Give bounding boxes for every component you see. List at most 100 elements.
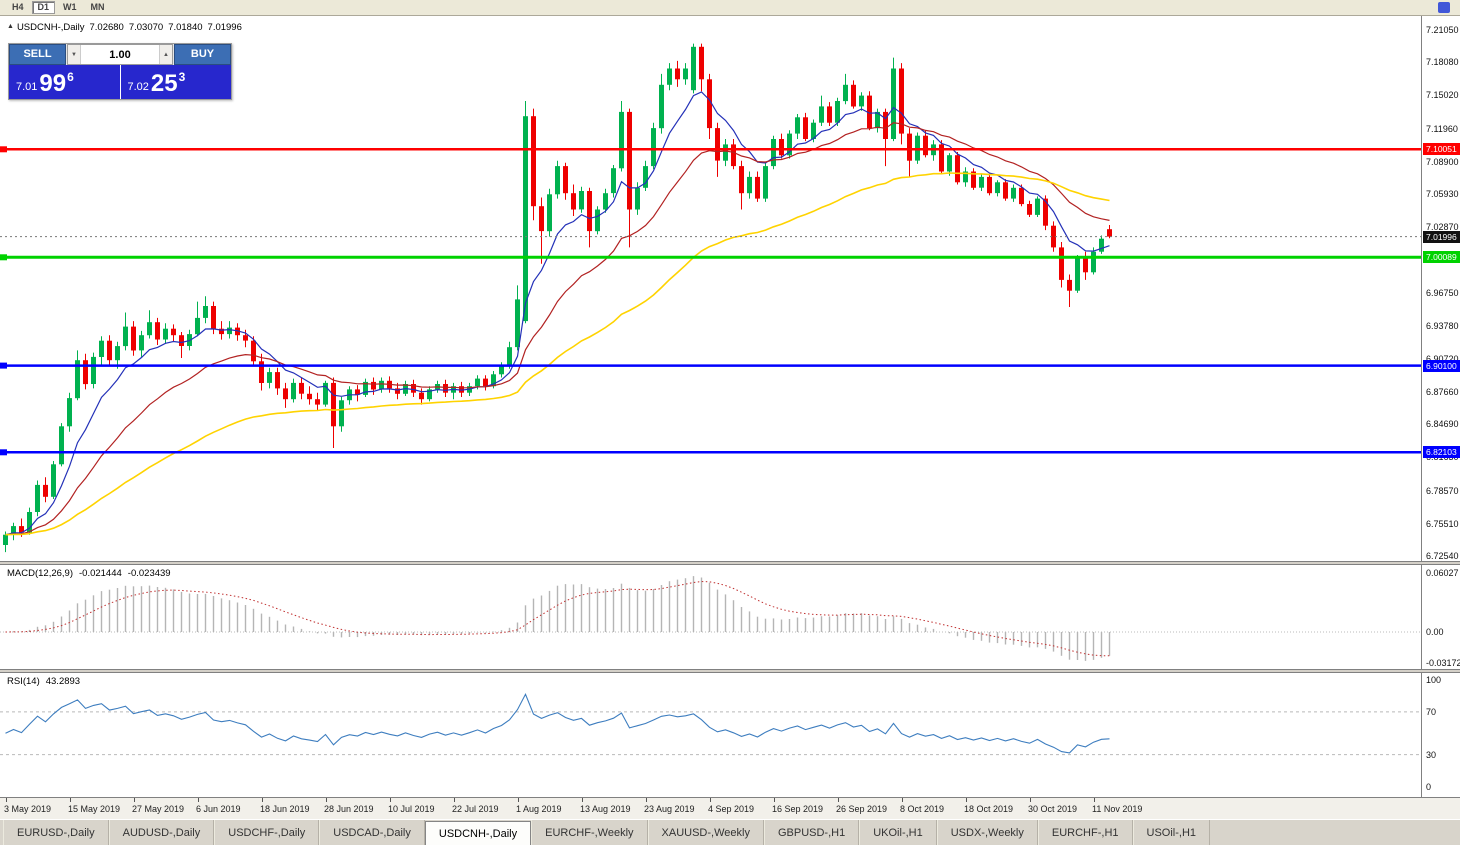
date-tick: [1094, 798, 1095, 802]
chart-tab-bar: EURUSD-,Daily AUDUSD-,Daily USDCHF-,Daily U…: [0, 819, 1460, 845]
symbol-ohlc-readout: ▲ USDCNH-,Daily 7.02680 7.03070 7.01840 7.019…: [7, 22, 247, 33]
main-chart-pane[interactable]: ▲ USDCNH-,Daily 7.02680 7.03070 7.01840 7.019…: [0, 16, 1421, 561]
price-axis-label: 6.93780: [1426, 321, 1459, 331]
date-label: 26 Sep 2019: [836, 804, 888, 814]
ohlc-low: 7.01840: [168, 22, 203, 33]
macd-chart: [0, 576, 1421, 661]
macd-name: MACD(12,26,9): [7, 568, 73, 579]
chart-tab[interactable]: AUDUSD-,Daily: [108, 820, 215, 845]
timeframe-button-w1[interactable]: W1: [57, 1, 83, 14]
ohlc-close: 7.01996: [207, 22, 242, 33]
timeframe-button-h4[interactable]: H4: [6, 1, 30, 14]
timeframe-button-d1[interactable]: D1: [31, 1, 56, 14]
chart-tab[interactable]: USDCNH-,Daily: [424, 821, 532, 845]
price-axis-label: 6.75510: [1426, 519, 1459, 529]
volume-control: ▼ ▲: [67, 44, 173, 65]
sell-button[interactable]: SELL: [9, 44, 66, 65]
date-tick: [774, 798, 775, 802]
date-tick: [134, 798, 135, 802]
macd-axis-label: 0.06027: [1426, 568, 1459, 578]
price-line-tag: 7.00089: [1423, 251, 1460, 263]
sell-price-display[interactable]: 7.01 99 6: [9, 65, 120, 99]
current-price-tag: 7.01996: [1423, 231, 1460, 243]
buy-price-display[interactable]: 7.02 25 3: [120, 65, 231, 99]
macd-value-signal: -0.023439: [127, 568, 171, 579]
macd-label: MACD(12,26,9) -0.021444 -0.023439: [7, 568, 177, 579]
price-axis-label: 7.02870: [1426, 222, 1459, 232]
trade-controls-row: SELL ▼ ▲ BUY: [9, 44, 231, 65]
chart-tab[interactable]: EURCHF-,Weekly: [531, 820, 648, 845]
date-tick: [518, 798, 519, 802]
price-axis-label: 6.84690: [1426, 419, 1459, 429]
chart-tab[interactable]: XAUUSD-,Weekly: [647, 820, 764, 845]
macd-value-main: -0.021444: [79, 568, 122, 579]
rsi-indicator-pane[interactable]: RSI(14) 43.2893: [0, 673, 1421, 797]
volume-increase-button[interactable]: ▲: [159, 45, 172, 64]
price-line-tag: 7.10051: [1423, 143, 1460, 155]
buy-price-prefix: 7.02: [127, 81, 149, 93]
price-axis-label: 7.05930: [1426, 189, 1459, 199]
ohlc-high: 7.03070: [128, 22, 164, 33]
volume-decrease-button[interactable]: ▼: [68, 45, 81, 64]
window-icon[interactable]: [1438, 2, 1450, 13]
chart-tab[interactable]: USDCAD-,Daily: [319, 820, 425, 845]
date-tick: [902, 798, 903, 802]
candlestick-chart[interactable]: [0, 16, 1421, 561]
pane-divider-rsi[interactable]: [0, 669, 1460, 673]
date-label: 6 Jun 2019: [196, 804, 241, 814]
date-label: 8 Oct 2019: [900, 804, 945, 814]
date-tick: [582, 798, 583, 802]
price-axis-label: 7.11960: [1426, 124, 1458, 134]
buy-button[interactable]: BUY: [174, 44, 231, 65]
time-axis[interactable]: 3 May 2019 15 May 2019 27 May 2019 6 Jun 20…: [0, 797, 1460, 819]
macd-axis-label: -0.03172: [1426, 658, 1460, 668]
chart-tab[interactable]: EURCHF-,H1: [1037, 820, 1133, 845]
date-label: 4 Sep 2019: [708, 804, 755, 814]
pane-divider-macd[interactable]: [0, 561, 1460, 565]
toolbar: H4 D1 W1 MN: [0, 0, 1460, 16]
sell-price-pips: 99: [39, 70, 67, 97]
sell-price-prefix: 7.01: [16, 81, 38, 93]
macd-indicator-pane[interactable]: MACD(12,26,9) -0.021444 -0.023439: [0, 565, 1421, 669]
date-tick: [70, 798, 71, 802]
date-label: 30 Oct 2019: [1028, 804, 1078, 814]
date-label: 18 Oct 2019: [964, 804, 1014, 814]
date-label: 27 May 2019: [132, 804, 185, 814]
rsi-axis-label: 30: [1426, 750, 1437, 760]
chart-tab[interactable]: EURUSD-,Daily: [3, 820, 109, 845]
chart-tab[interactable]: USDCHF-,Daily: [214, 820, 320, 845]
price-axis-label: 7.21050: [1426, 25, 1459, 35]
date-tick: [262, 798, 263, 802]
date-tick: [6, 798, 7, 802]
chart-tab[interactable]: USDX-,Weekly: [936, 820, 1038, 845]
macd-axis-label: 0.00: [1426, 627, 1444, 637]
symbol-title: USDCNH-,Daily: [16, 22, 85, 33]
price-line-tag: 6.90100: [1423, 360, 1460, 372]
timeframe-toolbar: H4 D1 W1 MN: [6, 1, 111, 14]
date-label: 15 May 2019: [68, 804, 121, 814]
chart-tab[interactable]: GBPUSD-,H1: [763, 820, 860, 845]
price-axis-label: 6.90720: [1426, 354, 1459, 364]
date-label: 23 Aug 2019: [644, 804, 695, 814]
price-line-tag: 6.82103: [1423, 446, 1460, 458]
volume-input[interactable]: [81, 45, 159, 64]
rsi-axis-label: 70: [1426, 707, 1437, 717]
date-tick: [646, 798, 647, 802]
buy-price-pipette: 3: [178, 70, 186, 84]
date-label: 16 Sep 2019: [772, 804, 824, 814]
date-label: 1 Aug 2019: [516, 804, 562, 814]
chart-tab[interactable]: USOil-,H1: [1132, 820, 1211, 845]
chart-tab[interactable]: UKOil-,H1: [859, 820, 937, 845]
date-label: 3 May 2019: [4, 804, 52, 814]
price-axis[interactable]: 7.21050 7.18080 7.15020 7.11960 7.08900 7.059…: [1421, 16, 1460, 797]
date-tick: [1030, 798, 1031, 802]
price-axis-label: 6.72540: [1426, 551, 1459, 561]
price-axis-label: 7.08900: [1426, 157, 1459, 167]
date-label: 11 Nov 2019: [1092, 804, 1143, 814]
date-label: 10 Jul 2019: [388, 804, 435, 814]
timeframe-button-mn[interactable]: MN: [84, 1, 111, 14]
rsi-label: RSI(14) 43.2893: [7, 676, 86, 687]
rsi-name: RSI(14): [7, 676, 40, 687]
symbol-marker-icon: ▲: [7, 23, 14, 30]
rsi-axis-label: 0: [1426, 782, 1432, 792]
